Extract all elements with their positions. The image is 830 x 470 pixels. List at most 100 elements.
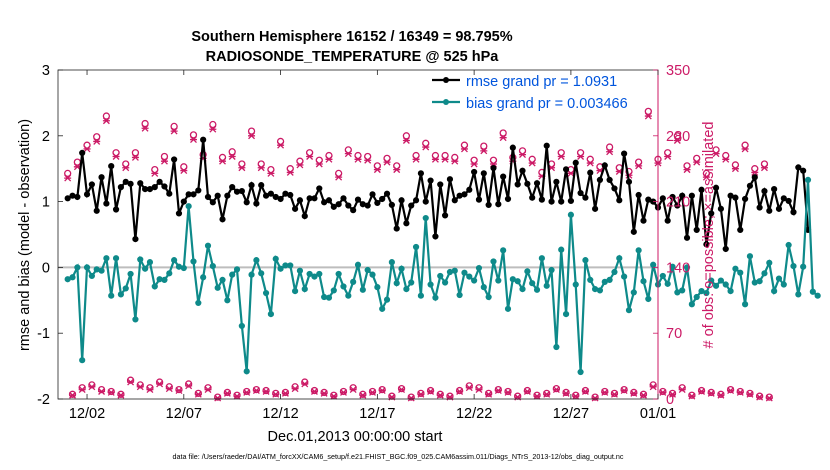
y-left-tick-label: 0 (42, 260, 50, 276)
obs-assimilated-marker (252, 387, 260, 394)
bias-point (645, 295, 652, 303)
obs-assimilated-marker (223, 389, 231, 397)
rmse-point (214, 192, 221, 199)
obs-assimilated-marker (698, 388, 706, 395)
obs-assimilated-marker (731, 165, 739, 173)
bias-point (437, 272, 444, 280)
obs-possible-marker (165, 383, 173, 391)
bias-point (88, 272, 95, 280)
obs-assimilated-marker (185, 382, 193, 390)
rmse-point (287, 191, 294, 199)
chart-text: Southern Hemisphere 16152 / 16349 = 98.7… (17, 29, 717, 461)
obs-assimilated-marker (402, 137, 410, 144)
rmse-point (674, 202, 681, 209)
bias-point (456, 291, 463, 299)
bias-point (190, 258, 197, 265)
obs-assimilated-marker (475, 386, 483, 394)
rmse-point (393, 225, 400, 232)
rmse-point (490, 164, 497, 172)
obs-assimilated-marker (727, 387, 735, 394)
bias-point (359, 286, 366, 293)
y-left-tick-label: 2 (42, 129, 50, 145)
bias-point (471, 277, 478, 284)
obs-possible-marker (141, 119, 149, 128)
obs-assimilated-marker (233, 392, 241, 400)
obs-assimilated-marker (460, 145, 468, 153)
rmse-point (446, 176, 454, 183)
obs-possible-marker (301, 378, 309, 386)
obs-possible-marker (746, 389, 754, 398)
obs-assimilated-marker (112, 153, 120, 160)
obs-possible-marker (562, 388, 570, 397)
bias-point (171, 257, 178, 264)
rmse-point (480, 170, 487, 177)
obs-possible-marker (620, 385, 628, 394)
bias-point (732, 265, 739, 272)
obs-assimilated-marker (277, 141, 285, 149)
obs-assimilated-marker (189, 136, 197, 144)
bias-point (141, 265, 149, 272)
bias-point (461, 269, 468, 276)
obs-possible-marker (339, 387, 348, 396)
y-right-tick-label: 0 (666, 392, 674, 408)
bias-point (403, 286, 410, 293)
obs-possible-marker (630, 388, 638, 397)
y-axis-left-label: rmse and bias (model - observation) (17, 119, 33, 351)
bias-point (122, 285, 129, 292)
bias-point (485, 293, 492, 301)
obs-assimilated-marker (151, 169, 159, 177)
bias-point (69, 274, 76, 281)
obs-assimilated-marker (228, 153, 236, 160)
obs-assimilated-marker (117, 391, 125, 399)
rmse-point (761, 187, 768, 195)
bias-point (451, 267, 458, 274)
obs-assimilated-marker (552, 386, 560, 394)
rmse-point (451, 197, 458, 204)
bias-point (267, 311, 275, 318)
rmse-point (582, 194, 589, 201)
obs-assimilated-marker (344, 150, 352, 158)
rmse-point (325, 197, 333, 204)
obs-assimilated-marker (165, 385, 173, 393)
obs-assimilated-marker (601, 388, 609, 396)
bias-point (790, 262, 797, 270)
obs-assimilated-marker (664, 153, 672, 160)
obs-assimilated-marker (359, 391, 367, 399)
bias-point (350, 278, 357, 285)
bias-point (219, 276, 226, 284)
obs-assimilated-marker (219, 157, 227, 165)
bias-point (746, 253, 754, 260)
rmse-point (625, 178, 633, 185)
rmse-point (335, 201, 342, 208)
obs-possible-marker (673, 132, 682, 140)
rmse-point (562, 166, 570, 173)
y-left-tick-label: 1 (42, 195, 50, 211)
obs-assimilated-marker (465, 384, 473, 392)
bias-point (737, 269, 744, 276)
bias-point (795, 291, 802, 298)
rmse-point (708, 210, 715, 217)
bias-point (480, 284, 487, 291)
obs-possible-marker (262, 386, 270, 395)
bias-point (635, 247, 642, 254)
bias-point (500, 247, 507, 254)
rmse-point (132, 236, 139, 243)
bias-point (722, 281, 729, 288)
obs-assimilated-marker (156, 380, 164, 388)
obs-possible-marker (228, 148, 236, 156)
rmse-point (722, 245, 729, 253)
obs-possible-marker (189, 131, 198, 139)
legend-marker (443, 99, 449, 105)
y-right-tick-label: 280 (666, 129, 690, 145)
rmse-point (698, 186, 705, 193)
obs-possible-marker (184, 380, 193, 388)
obs-assimilated-marker (160, 157, 168, 165)
obs-assimilated-marker (494, 387, 502, 394)
obs-possible-marker (272, 389, 280, 398)
obs-assimilated-marker (378, 387, 386, 394)
bias-point (306, 270, 313, 278)
obs-assimilated-marker (335, 173, 343, 181)
obs-possible-marker (247, 127, 256, 135)
obs-possible-marker (552, 385, 561, 393)
legend-label: bias grand pr = 0.003466 (466, 96, 628, 112)
